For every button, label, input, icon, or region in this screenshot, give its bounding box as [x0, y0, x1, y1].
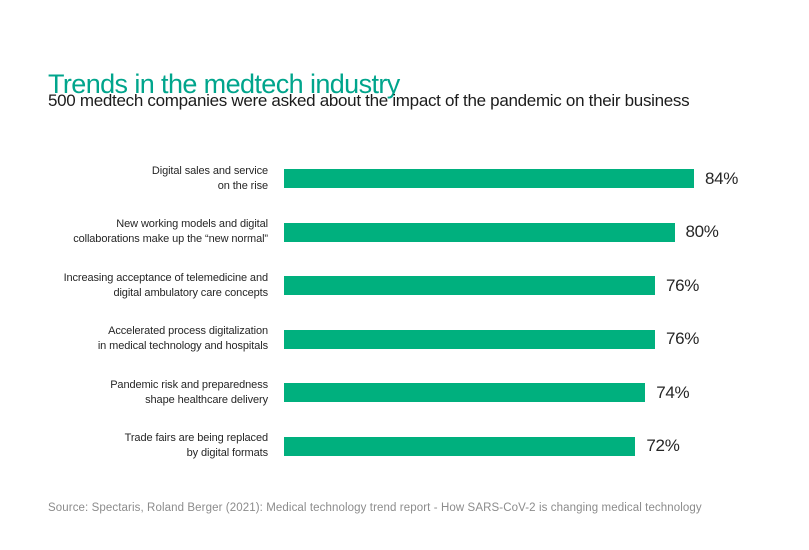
bar	[284, 383, 646, 403]
bar	[284, 169, 694, 189]
bar	[284, 436, 636, 456]
source-note: Source: Spectaris, Roland Berger (2021):…	[48, 502, 702, 514]
bar-area: 74%	[284, 383, 793, 403]
page-subtitle: 500 medtech companies were asked about t…	[48, 91, 690, 110]
bar-area: 76%	[284, 329, 793, 349]
chart-row: Digital sales and service on the rise 84…	[53, 152, 793, 206]
bar	[284, 329, 655, 349]
bar-area: 80%	[284, 222, 793, 242]
bar-label: Increasing acceptance of telemedicine an…	[63, 271, 269, 299]
chart-row: New working models and digital collabora…	[53, 206, 793, 260]
chart-row: Trade fairs are being replaced by digita…	[53, 420, 793, 474]
bar	[284, 276, 655, 296]
bar-label: New working models and digital collabora…	[73, 218, 268, 246]
bar-value: 72%	[646, 436, 680, 456]
page-title: Trends in the medtech industry	[48, 69, 400, 100]
bar-label: Accelerated process digitalization in me…	[97, 325, 268, 353]
bar-value: 74%	[656, 382, 690, 402]
bar-chart: Digital sales and service on the rise 84…	[53, 152, 793, 473]
bar-value: 76%	[666, 275, 700, 295]
bar-value: 76%	[666, 329, 700, 349]
bar-area: 72%	[284, 436, 793, 456]
chart-row: Increasing acceptance of telemedicine an…	[53, 259, 793, 313]
bar-area: 76%	[284, 276, 793, 296]
bar-label: Digital sales and service on the rise	[151, 164, 268, 192]
chart-row: Pandemic risk and preparedness shape hea…	[53, 366, 793, 420]
bar-label: Trade fairs are being replaced by digita…	[124, 432, 268, 460]
bar-value: 84%	[705, 168, 739, 188]
bar-label: Pandemic risk and preparedness shape hea…	[110, 378, 268, 406]
chart-row: Accelerated process digitalization in me…	[53, 313, 793, 367]
bar-value: 80%	[685, 222, 719, 242]
bar	[284, 222, 675, 242]
bar-area: 84%	[284, 169, 793, 189]
